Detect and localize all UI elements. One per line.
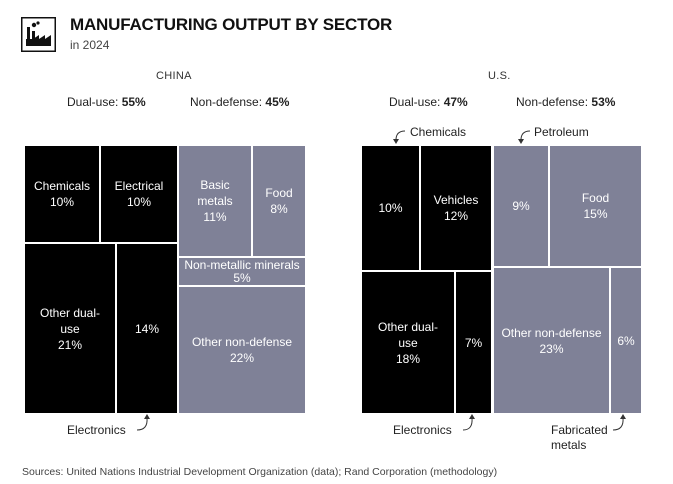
china-basic-metals-value: 11% xyxy=(203,210,227,224)
us-vehicles-value: 12% xyxy=(443,209,469,223)
us-other-dual-use-value: 18% xyxy=(395,351,421,366)
us-electronics-cell: 7% xyxy=(456,272,491,413)
us-chemicals-arrow xyxy=(395,130,406,141)
us-food-value: 15% xyxy=(583,207,608,221)
china-other-dual-use-cell: Other dual-use 21% xyxy=(25,244,115,413)
us-other-dual-use-name: Other dual-use xyxy=(377,319,439,350)
china-electronics-cell: 14% xyxy=(117,244,177,413)
country-label-china: CHINA xyxy=(156,70,192,82)
us-fabricated-metals-value: 6% xyxy=(617,333,635,348)
us-other-non-defense-name: Other non-defense xyxy=(501,325,602,340)
us-food-name: Food xyxy=(581,191,610,205)
us-petroleum-callout: Petroleum xyxy=(534,125,589,139)
china-electrical-value: 10% xyxy=(126,195,152,209)
us-dual-use-label: Dual-use: xyxy=(389,95,441,109)
china-dual-use-label: Dual-use: xyxy=(67,95,119,109)
china-electronics-value: 14% xyxy=(134,321,160,336)
us-dual-use-value: 47% xyxy=(443,95,468,109)
us-non-defense-share: Non-defense: 53% xyxy=(516,95,615,109)
us-electronics-callout: Electronics xyxy=(393,423,452,437)
china-electronics-callout: Electronics xyxy=(67,423,126,437)
us-chemicals-arrowhead xyxy=(393,139,399,144)
us-electronics-arrow xyxy=(462,417,473,431)
source-note: Sources: United Nations Industrial Devel… xyxy=(22,466,498,478)
china-food-value: 8% xyxy=(270,202,288,216)
china-chemicals-cell: Chemicals 10% xyxy=(25,146,99,242)
us-chemicals-callout: Chemicals xyxy=(410,125,467,139)
china-other-dual-use-value: 21% xyxy=(57,337,83,352)
china-electrical-cell: Electrical 10% xyxy=(101,146,177,242)
china-chemicals-value: 10% xyxy=(49,195,75,209)
china-dual-use-share: Dual-use: 55% xyxy=(67,95,146,109)
us-vehicles-cell: Vehicles 12% xyxy=(421,146,491,270)
china-other-non-defense-value: 22% xyxy=(229,351,255,365)
us-electronics-arrowhead xyxy=(469,414,475,419)
us-other-dual-use-cell: Other dual-use 18% xyxy=(362,272,454,413)
china-electronics-arrow xyxy=(136,417,148,431)
us-other-non-defense-cell: Other non-defense 23% xyxy=(494,268,609,413)
us-vehicles-name: Vehicles xyxy=(433,193,479,207)
us-fabricated-metals-arrow xyxy=(612,417,624,431)
us-fabricated-metals-arrowhead xyxy=(620,414,626,419)
factory-icon xyxy=(21,17,56,52)
us-chemicals-value: 10% xyxy=(378,201,403,215)
china-non-defense-share: Non-defense: 45% xyxy=(190,95,289,109)
us-food-cell: Food 15% xyxy=(550,146,641,266)
china-chemicals-name: Chemicals xyxy=(33,179,90,193)
china-food-name: Food xyxy=(265,186,293,200)
chart-subtitle: in 2024 xyxy=(70,38,110,52)
us-petroleum-arrowhead xyxy=(518,139,524,144)
us-non-defense-value: 53% xyxy=(591,95,616,109)
china-dual-use-value: 55% xyxy=(121,95,146,109)
us-petroleum-cell: 9% xyxy=(494,146,548,266)
china-other-dual-use-name: Other dual-use xyxy=(39,305,101,336)
china-electrical-name: Electrical xyxy=(114,179,164,193)
china-basic-metals-name: Basic metals xyxy=(197,178,233,208)
china-other-non-defense-name: Other non-defense xyxy=(191,335,293,349)
china-electronics-arrowhead xyxy=(144,414,150,419)
us-fabricated-metals-cell: 6% xyxy=(611,268,641,413)
us-electronics-value: 7% xyxy=(464,335,483,350)
china-non-metallic-minerals-cell: Non-metallic minerals 5% xyxy=(179,258,305,285)
us-petroleum-value: 9% xyxy=(512,199,530,213)
us-fabricated-metals-callout: Fabricated metals xyxy=(551,423,608,452)
us-other-non-defense-value: 23% xyxy=(539,341,564,356)
us-non-defense-label: Non-defense: xyxy=(516,95,589,109)
china-non-metallic-minerals-value: 5% xyxy=(233,270,251,285)
china-other-non-defense-cell: Other non-defense 22% xyxy=(179,287,305,413)
china-food-cell: Food 8% xyxy=(253,146,305,256)
china-basic-metals-cell: Basic metals 11% xyxy=(179,146,251,256)
china-non-metallic-minerals-name: Non-metallic minerals xyxy=(184,258,300,272)
us-dual-use-share: Dual-use: 47% xyxy=(389,95,468,109)
us-petroleum-arrow xyxy=(520,130,531,141)
country-label-us: U.S. xyxy=(488,70,511,82)
china-non-defense-value: 45% xyxy=(265,95,290,109)
china-non-defense-label: Non-defense: xyxy=(190,95,263,109)
chart-title: MANUFACTURING OUTPUT BY SECTOR xyxy=(70,15,393,34)
us-chemicals-cell: 10% xyxy=(362,146,419,270)
